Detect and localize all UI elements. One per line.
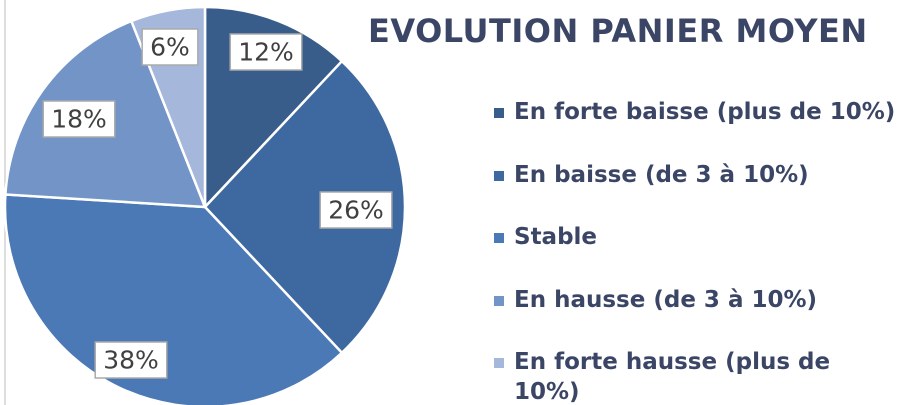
legend-item: En forte baisse (plus de 10%) <box>492 97 902 127</box>
data-label-box <box>229 33 303 71</box>
legend-swatch <box>494 108 504 118</box>
legend-label: En baisse (de 3 à 10%) <box>514 162 809 188</box>
legend-item: En forte hausse (plus de 10%) <box>492 347 902 405</box>
legend-swatch <box>494 296 504 306</box>
legend-item: En hausse (de 3 à 10%) <box>492 285 902 315</box>
data-label-text: 26% <box>328 196 384 225</box>
legend-label: Stable <box>514 224 598 250</box>
data-label: 12% <box>229 33 303 71</box>
data-label-text: 38% <box>103 346 159 375</box>
data-label-text: 6% <box>150 33 190 62</box>
legend-item: En baisse (de 3 à 10%) <box>492 160 902 190</box>
data-label-text: 18% <box>51 105 107 134</box>
data-label-box <box>141 28 199 66</box>
data-label: 6% <box>141 28 199 66</box>
data-label: 26% <box>319 191 393 229</box>
data-label-box <box>94 341 168 379</box>
chart-title: EVOLUTION PANIER MOYEN <box>368 12 868 50</box>
legend-label: En hausse (de 3 à 10%) <box>514 287 818 313</box>
data-label: 18% <box>42 100 116 138</box>
data-label-text: 12% <box>238 38 294 67</box>
data-label: 38% <box>94 341 168 379</box>
legend-swatch <box>494 358 504 368</box>
legend-label: En forte hausse (plus de 10%) <box>514 349 831 405</box>
pie-slice <box>203 59 407 355</box>
data-label-box <box>319 191 393 229</box>
legend-swatch <box>494 233 504 243</box>
pie-slice <box>3 193 344 405</box>
legend-label: En forte baisse (plus de 10%) <box>514 99 896 125</box>
legend-item: Stable <box>492 222 902 252</box>
legend-swatch <box>494 171 504 181</box>
data-label-box <box>42 100 116 138</box>
